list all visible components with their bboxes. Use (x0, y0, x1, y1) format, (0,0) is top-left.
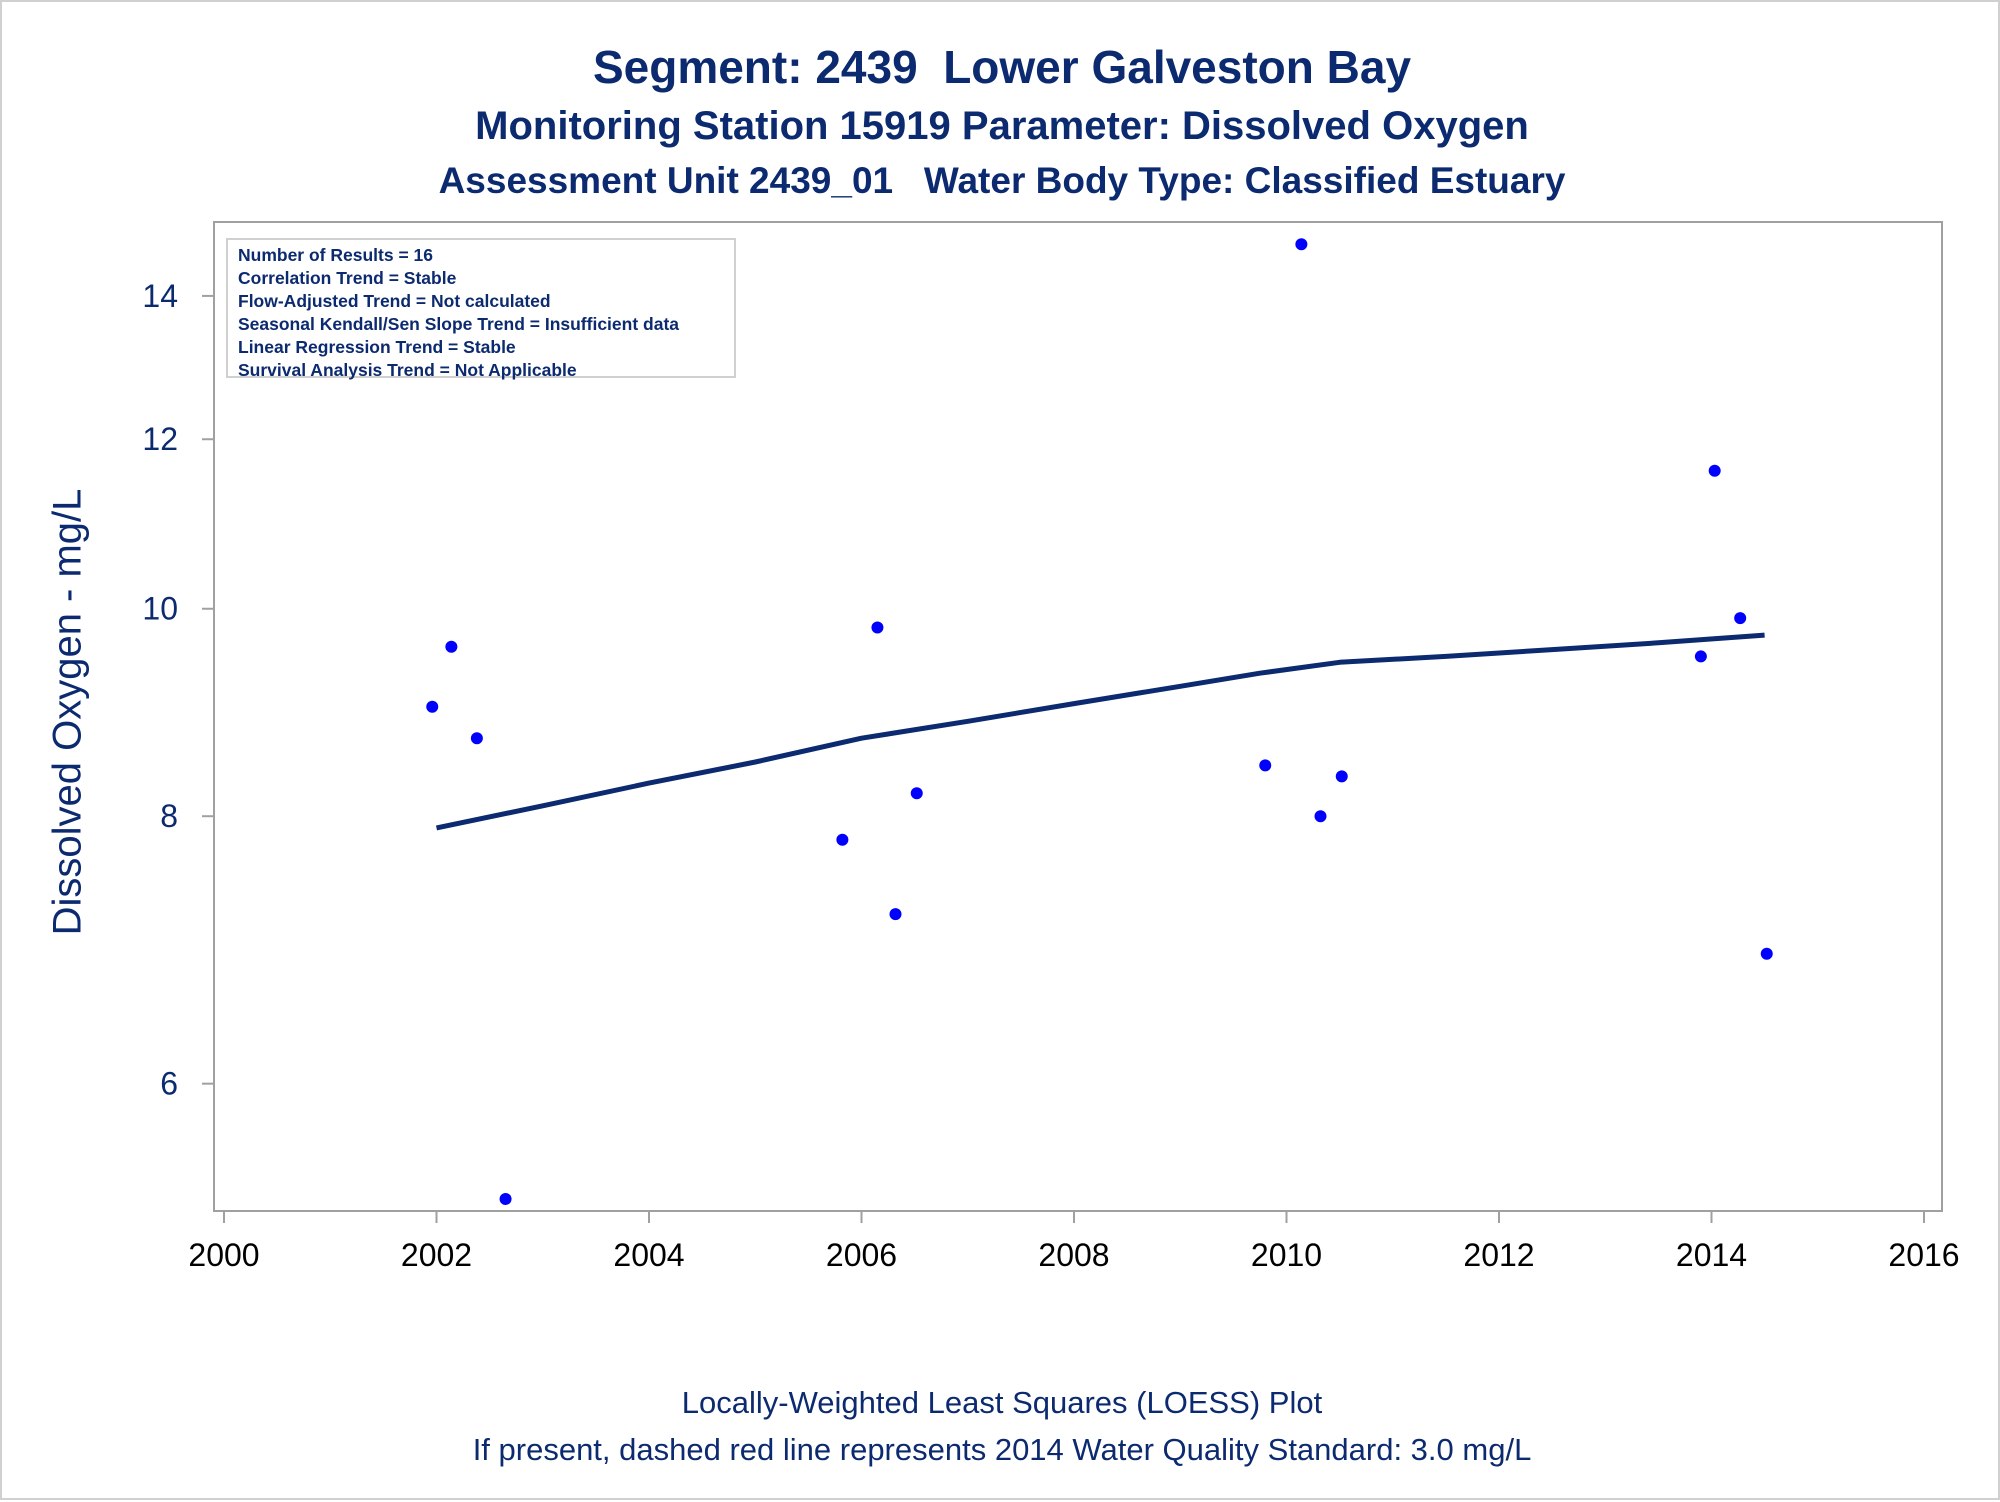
loess-line (435, 632, 1765, 831)
stat-flow-adjusted-trend: Flow-Adjusted Trend = Not calculated (238, 291, 551, 311)
data-point (1259, 759, 1272, 772)
x-tick-label: 2016 (1888, 1237, 1959, 1273)
chart-subtitle-station: Monitoring Station 15919 Parameter: Diss… (475, 104, 1529, 148)
x-tick-label: 2004 (613, 1237, 684, 1273)
plot-area-frame (213, 221, 1943, 1212)
stat-number-of-results: Number of Results = 16 (238, 245, 433, 265)
data-point (499, 1193, 512, 1205)
data-point (1734, 612, 1747, 625)
data-point (1335, 770, 1348, 783)
data-point (889, 908, 902, 921)
y-tick-label: 10 (142, 591, 178, 627)
trend-stats-box: Number of Results = 16 Correlation Trend… (226, 238, 736, 380)
y-tick-label: 12 (142, 421, 178, 457)
x-tick-label: 2008 (1038, 1237, 1109, 1273)
stat-seasonal-kendall-trend: Seasonal Kendall/Sen Slope Trend = Insuf… (238, 314, 680, 334)
footnote-loess: Locally-Weighted Least Squares (LOESS) P… (681, 1385, 1323, 1420)
x-tick-label: 2014 (1676, 1237, 1747, 1273)
stat-linear-regression-trend: Linear Regression Trend = Stable (238, 337, 516, 357)
data-point (426, 700, 439, 713)
x-tick-label: 2006 (826, 1237, 897, 1273)
data-point (470, 732, 483, 745)
chart-title: Segment: 2439 Lower Galveston Bay (592, 41, 1412, 93)
data-point (1760, 947, 1773, 960)
data-point (1708, 464, 1721, 477)
x-tick-label: 2002 (401, 1237, 472, 1273)
x-tick-label: 2010 (1251, 1237, 1322, 1273)
stat-correlation-trend: Correlation Trend = Stable (238, 268, 457, 288)
data-point (836, 833, 849, 846)
y-tick-label: 6 (160, 1066, 178, 1102)
stat-survival-analysis-trend: Survival Analysis Trend = Not Applicable (238, 360, 577, 380)
x-tick-label: 2000 (188, 1237, 259, 1273)
x-tick-label: 2012 (1463, 1237, 1534, 1273)
y-axis-label: Dissolved Oxygen - mg/L (45, 488, 90, 936)
chart-subtitle-assessment-unit: Assessment Unit 2439_01 Water Body Type:… (438, 160, 1566, 201)
footnote-standard: If present, dashed red line represents 2… (472, 1432, 1532, 1467)
data-point (910, 787, 923, 800)
data-point (871, 621, 884, 634)
data-point (1314, 810, 1327, 823)
data-point (1694, 650, 1707, 663)
y-tick-label: 8 (160, 798, 178, 834)
y-tick-label: 14 (142, 278, 178, 314)
data-point (1295, 238, 1308, 251)
data-point (445, 640, 458, 653)
